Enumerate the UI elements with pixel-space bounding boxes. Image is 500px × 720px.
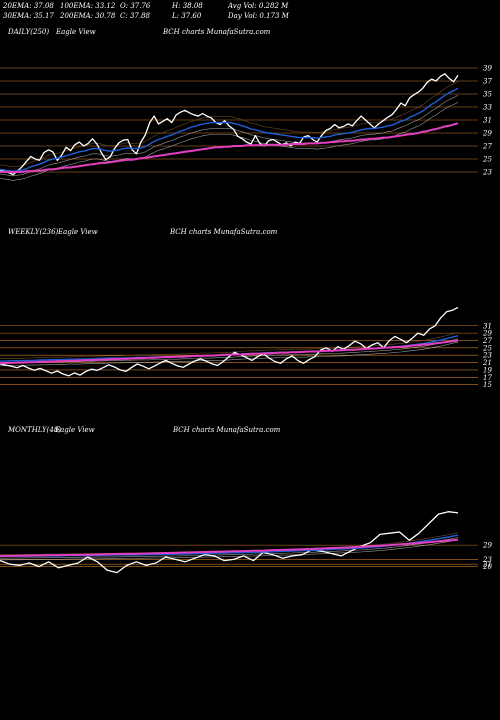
weekly-panel-period: WEEKLY(236) bbox=[8, 228, 59, 236]
header-stat: 30EMA: 35.17 bbox=[3, 12, 54, 20]
y-tick-label: 15 bbox=[483, 381, 492, 389]
weekly-panel-view: Eagle View bbox=[58, 228, 98, 236]
monthly-panel-period: MONTHLY(48) bbox=[8, 426, 61, 434]
y-tick-label: 27 bbox=[482, 143, 492, 151]
header-stat: Day Vol: 0.173 M bbox=[228, 12, 289, 20]
ema-slow-line bbox=[0, 122, 459, 173]
weekly-panel-site: BCH charts MunafaSutra.com bbox=[170, 228, 278, 236]
y-tick-label: 21 bbox=[482, 561, 492, 569]
y-tick-label: 33 bbox=[483, 104, 492, 112]
y-tick-label: 23 bbox=[482, 352, 492, 360]
y-tick-label: 31 bbox=[483, 322, 492, 330]
header-stat: 20EMA: 37.08 bbox=[3, 2, 54, 10]
y-tick-label: 39 bbox=[483, 65, 492, 73]
ma-envelope-line bbox=[0, 332, 459, 360]
price-line bbox=[0, 306, 459, 377]
header-stat: 100EMA: 33.12 bbox=[60, 2, 116, 10]
ma-envelope-line bbox=[0, 94, 459, 177]
y-tick-label: 21 bbox=[482, 359, 492, 367]
y-tick-label: 29 bbox=[482, 330, 492, 338]
ema-fast-line bbox=[0, 87, 459, 173]
header-stat: 200EMA: 30.78 bbox=[60, 12, 116, 20]
y-tick-label: 31 bbox=[483, 117, 492, 125]
y-tick-label: 29 bbox=[482, 130, 492, 138]
y-tick-label: 23 bbox=[482, 556, 492, 564]
header-stat: O: 37.76 bbox=[120, 2, 151, 10]
monthly-panel-view: Eagle View bbox=[55, 426, 95, 434]
y-tick-label: 29 bbox=[482, 542, 492, 550]
y-tick-label: 23 bbox=[482, 169, 492, 177]
price-line bbox=[0, 73, 459, 176]
daily-panel-view: Eagle View bbox=[56, 28, 96, 36]
price-line bbox=[0, 511, 459, 574]
monthly-panel-site: BCH charts MunafaSutra.com bbox=[173, 426, 281, 434]
header-stat: H: 38.08 bbox=[172, 2, 203, 10]
y-tick-label: 35 bbox=[483, 91, 492, 99]
y-tick-label: 25 bbox=[482, 344, 492, 352]
header-stat: C: 37.88 bbox=[120, 12, 150, 20]
daily-panel-site: BCH charts MunafaSutra.com bbox=[163, 28, 271, 36]
y-tick-label: 37 bbox=[483, 78, 492, 86]
y-tick-label: 25 bbox=[482, 156, 492, 164]
y-tick-label: 19 bbox=[483, 366, 492, 374]
ema-slow-line bbox=[0, 538, 459, 557]
daily-panel-period: DAILY(250) bbox=[8, 28, 50, 36]
header-stat: L: 37.60 bbox=[172, 12, 202, 20]
ma-envelope-line bbox=[0, 101, 459, 181]
ma-envelope-line bbox=[0, 539, 459, 561]
ma-envelope-line bbox=[0, 341, 459, 367]
header-stat: Avg Vol: 0.282 M bbox=[228, 2, 289, 10]
y-tick-label: 20 bbox=[482, 563, 492, 571]
ema-slow-line bbox=[0, 339, 459, 365]
ma-envelope-line bbox=[0, 537, 459, 559]
y-tick-label: 27 bbox=[482, 337, 492, 345]
y-tick-label: 17 bbox=[483, 374, 492, 382]
